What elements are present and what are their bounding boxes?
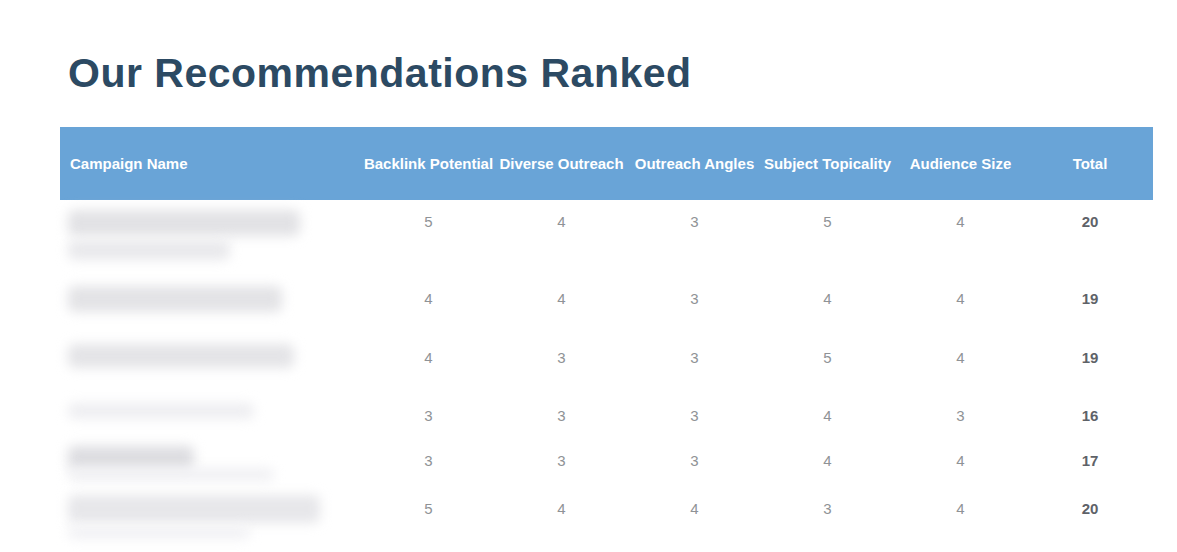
score-outreach-angles: 3 [628, 336, 761, 366]
campaign-name-redacted [60, 394, 362, 439]
column-header-total: Total [1027, 153, 1153, 174]
page: Our Recommendations Ranked Campaign Name… [0, 0, 1177, 552]
score-outreach-angles: 3 [628, 200, 761, 230]
table-header-row: Campaign Name Backlink Potential Diverse… [60, 127, 1153, 200]
score-subject-topicality: 4 [761, 439, 894, 469]
redacted-text-blur [68, 286, 282, 312]
redacted-text-blur [68, 240, 230, 260]
table-row: 5 4 4 3 4 20 [60, 487, 1153, 552]
table-row: 3 3 3 4 4 17 [60, 439, 1153, 487]
score-diverse-outreach: 4 [495, 200, 628, 230]
score-audience-size: 4 [894, 439, 1027, 469]
campaign-name-redacted [60, 439, 362, 487]
score-diverse-outreach: 4 [495, 277, 628, 307]
table-row: 4 3 3 5 4 19 [60, 336, 1153, 394]
column-header-campaign-name: Campaign Name [60, 153, 362, 174]
redacted-text-blur [68, 344, 294, 368]
score-subject-topicality: 3 [761, 487, 894, 517]
campaign-name-redacted [60, 336, 362, 394]
campaign-name-redacted [60, 277, 362, 336]
score-outreach-angles: 3 [628, 439, 761, 469]
score-backlink-potential: 5 [362, 487, 495, 517]
redacted-text-blur [68, 210, 300, 236]
redacted-text-blur [68, 526, 250, 539]
score-total: 17 [1027, 439, 1153, 469]
redacted-text-blur [68, 468, 274, 481]
table-row: 3 3 3 4 3 16 [60, 394, 1153, 439]
score-subject-topicality: 4 [761, 277, 894, 307]
score-diverse-outreach: 3 [495, 336, 628, 366]
score-backlink-potential: 3 [362, 394, 495, 424]
score-backlink-potential: 5 [362, 200, 495, 230]
recommendations-table: Campaign Name Backlink Potential Diverse… [60, 127, 1153, 552]
score-subject-topicality: 5 [761, 336, 894, 366]
score-total: 20 [1027, 487, 1153, 517]
column-header-backlink-potential: Backlink Potential [362, 153, 495, 174]
column-header-outreach-angles: Outreach Angles [628, 153, 761, 174]
score-backlink-potential: 3 [362, 439, 495, 469]
score-audience-size: 4 [894, 336, 1027, 366]
column-header-audience-size: Audience Size [894, 153, 1027, 174]
score-subject-topicality: 4 [761, 394, 894, 424]
score-outreach-angles: 3 [628, 277, 761, 307]
campaign-name-redacted [60, 487, 362, 552]
score-audience-size: 4 [894, 200, 1027, 230]
score-total: 16 [1027, 394, 1153, 424]
page-title: Our Recommendations Ranked [68, 50, 692, 97]
score-backlink-potential: 4 [362, 336, 495, 366]
score-outreach-angles: 3 [628, 394, 761, 424]
score-diverse-outreach: 3 [495, 394, 628, 424]
score-subject-topicality: 5 [761, 200, 894, 230]
score-total: 20 [1027, 200, 1153, 230]
table-row: 5 4 3 5 4 20 [60, 200, 1153, 277]
redacted-text-blur [68, 446, 194, 470]
score-total: 19 [1027, 336, 1153, 366]
campaign-name-redacted [60, 200, 362, 277]
score-diverse-outreach: 3 [495, 439, 628, 469]
score-total: 19 [1027, 277, 1153, 307]
score-backlink-potential: 4 [362, 277, 495, 307]
score-outreach-angles: 4 [628, 487, 761, 517]
score-diverse-outreach: 4 [495, 487, 628, 517]
score-audience-size: 3 [894, 394, 1027, 424]
redacted-text-blur [68, 495, 320, 523]
score-audience-size: 4 [894, 487, 1027, 517]
column-header-subject-topicality: Subject Topicality [761, 153, 894, 174]
score-audience-size: 4 [894, 277, 1027, 307]
column-header-diverse-outreach: Diverse Outreach [495, 153, 628, 174]
redacted-text-blur [68, 403, 254, 419]
table-row: 4 4 3 4 4 19 [60, 277, 1153, 336]
